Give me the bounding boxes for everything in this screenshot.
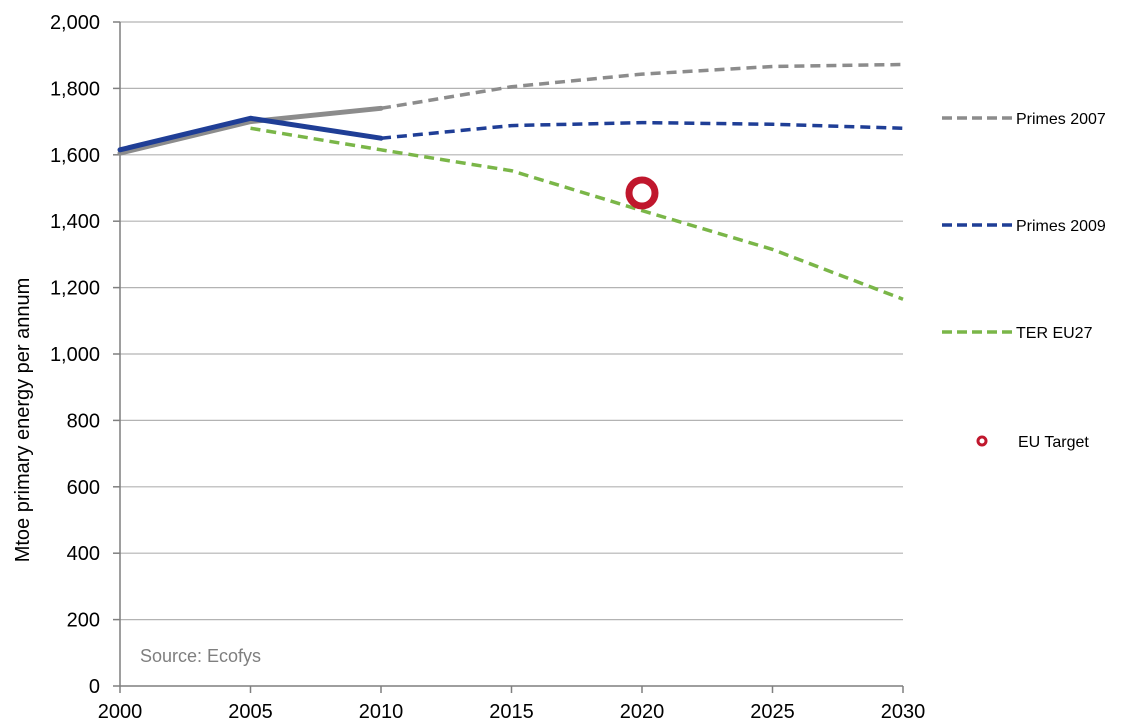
legend: Primes 2007 Primes 2009 TER EU27 EU Target bbox=[942, 111, 1106, 451]
legend-label-eu-target: EU Target bbox=[1018, 434, 1089, 451]
x-tick-label: 2000 bbox=[98, 701, 143, 723]
y-tick-label: 1,000 bbox=[50, 344, 100, 366]
x-tick-label: 2015 bbox=[489, 701, 534, 723]
y-tick-label: 1,200 bbox=[50, 278, 100, 300]
target-points bbox=[625, 176, 659, 210]
y-tick-label: 200 bbox=[67, 610, 100, 632]
series-lines bbox=[117, 62, 904, 301]
x-tick-label: 2010 bbox=[359, 701, 404, 723]
x-tick-label: 2025 bbox=[750, 701, 795, 723]
primes-2009-projection-line bbox=[380, 120, 904, 140]
eu-target-marker bbox=[625, 176, 659, 210]
ter-eu27-projection-line bbox=[250, 126, 904, 301]
legend-label-primes-2007: Primes 2007 bbox=[1016, 111, 1106, 128]
source-label: Source: Ecofys bbox=[140, 646, 261, 666]
y-tick-label: 600 bbox=[67, 477, 100, 499]
y-tick-label: 800 bbox=[67, 410, 100, 432]
axes bbox=[113, 21, 904, 693]
primes-2007-projection-line bbox=[380, 62, 904, 111]
x-tick-label: 2030 bbox=[881, 701, 926, 723]
legend-label-ter-eu27: TER EU27 bbox=[1016, 325, 1093, 342]
y-tick-label: 1,400 bbox=[50, 211, 100, 233]
y-tick-label: 2,000 bbox=[50, 12, 100, 34]
y-axis-label: Mtoe primary energy per annum bbox=[12, 278, 34, 563]
y-tick-label: 0 bbox=[89, 676, 100, 698]
gridlines bbox=[120, 21, 903, 621]
legend-swatch-eu-target bbox=[976, 435, 988, 447]
x-tick-label: 2005 bbox=[228, 701, 273, 723]
primes-2009-historical-line bbox=[117, 115, 384, 153]
x-tick-label: 2020 bbox=[620, 701, 665, 723]
primes-2007-historical-line bbox=[117, 105, 384, 156]
y-tick-label: 1,600 bbox=[50, 145, 100, 167]
tick-labels: 0 200 400 600 800 1,000 1,200 1,400 1,600 1,800 2,… bbox=[50, 12, 925, 723]
legend-label-primes-2009: Primes 2009 bbox=[1016, 218, 1106, 235]
y-tick-label: 1,800 bbox=[50, 78, 100, 100]
y-tick-label: 400 bbox=[67, 543, 100, 565]
